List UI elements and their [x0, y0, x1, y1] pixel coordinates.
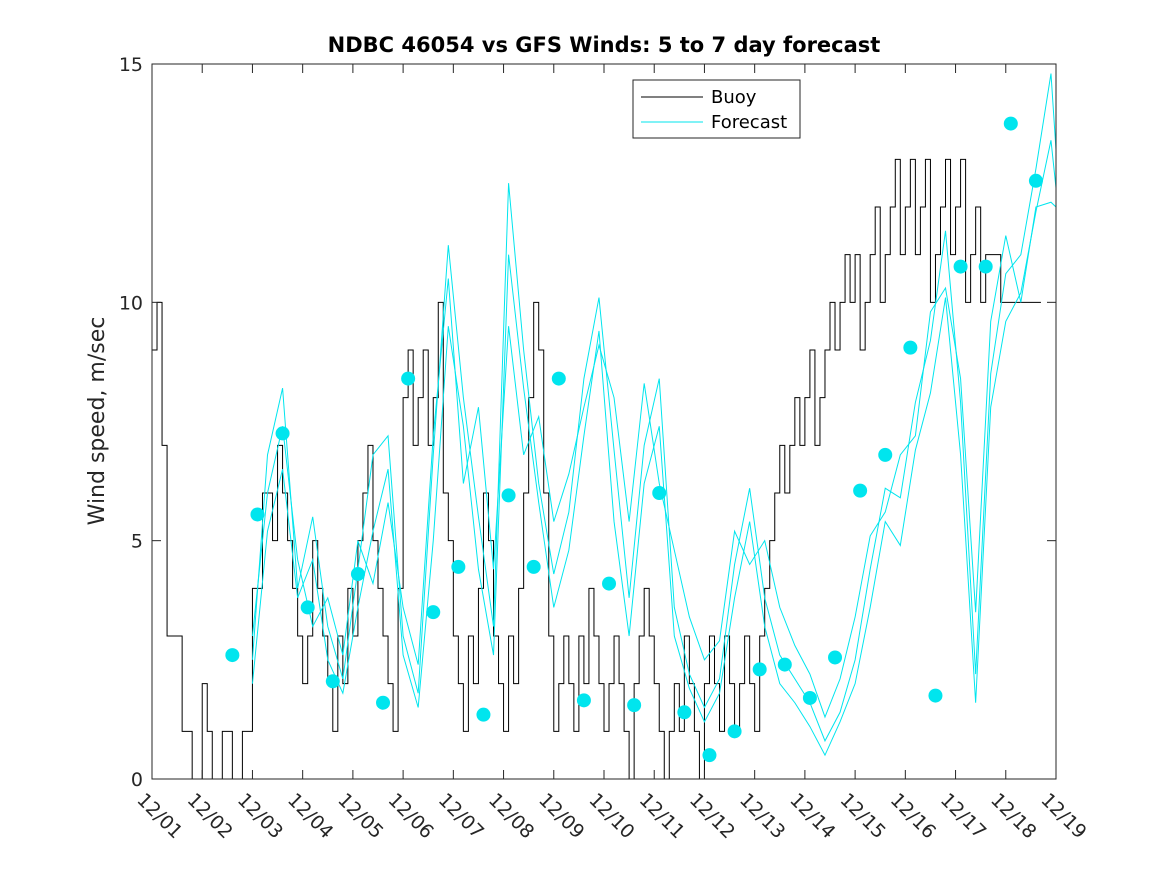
legend-forecast-label: Forecast [711, 112, 787, 133]
plot-area [152, 64, 1056, 779]
y-tick-label: 10 [119, 292, 143, 314]
forecast-marker [878, 447, 893, 462]
forecast-marker [903, 340, 918, 355]
y-tick-label: 0 [131, 769, 143, 791]
forecast-marker [928, 688, 943, 703]
forecast-series-3 [251, 201, 1057, 719]
forecast-marker [476, 707, 491, 722]
forecast-marker [702, 748, 717, 763]
forecast-marker [727, 724, 742, 739]
forecast-marker [426, 605, 441, 620]
forecast-series-2 [251, 140, 1057, 757]
y-axis: 0 5 10 15 [119, 54, 1056, 791]
forecast-marker [401, 371, 416, 386]
buoy-series [152, 158, 1041, 780]
forecast-marker [551, 371, 566, 386]
forecast-marker [1028, 173, 1043, 188]
forecast-marker [325, 674, 340, 689]
legend: Buoy Forecast [632, 79, 801, 139]
forecast-marker [953, 259, 968, 274]
legend-box [632, 79, 801, 139]
forecast-marker [576, 693, 591, 708]
forecast-marker [300, 600, 315, 615]
y-tick-label: 5 [131, 531, 143, 553]
chart-title: NDBC 46054 vs GFS Winds: 5 to 7 day fore… [328, 33, 881, 57]
forecast-marker [752, 662, 767, 677]
forecast-marker [828, 650, 843, 665]
forecast-marker [451, 559, 466, 574]
forecast-marker [250, 507, 265, 522]
plot-content [152, 73, 1057, 780]
forecast-marker [677, 705, 692, 720]
forecast-marker [501, 488, 516, 503]
forecast-marker [225, 648, 240, 663]
forecast-marker [853, 483, 868, 498]
forecast-marker [777, 657, 792, 672]
y-tick-label: 15 [119, 54, 143, 76]
legend-buoy-label: Buoy [711, 87, 757, 108]
forecast-marker [602, 576, 617, 591]
forecast-marker [652, 486, 667, 500]
forecast-marker [802, 690, 817, 705]
forecast-marker [526, 559, 541, 574]
y-axis-label: Wind speed, m/sec [85, 317, 110, 526]
forecast-marker [350, 567, 365, 582]
forecast-series-1 [251, 73, 1057, 743]
forecast-marker [376, 695, 391, 710]
forecast-marker [978, 259, 993, 274]
forecast-marker [627, 698, 642, 713]
forecast-marker [275, 426, 290, 441]
forecast-marker [1003, 116, 1018, 131]
